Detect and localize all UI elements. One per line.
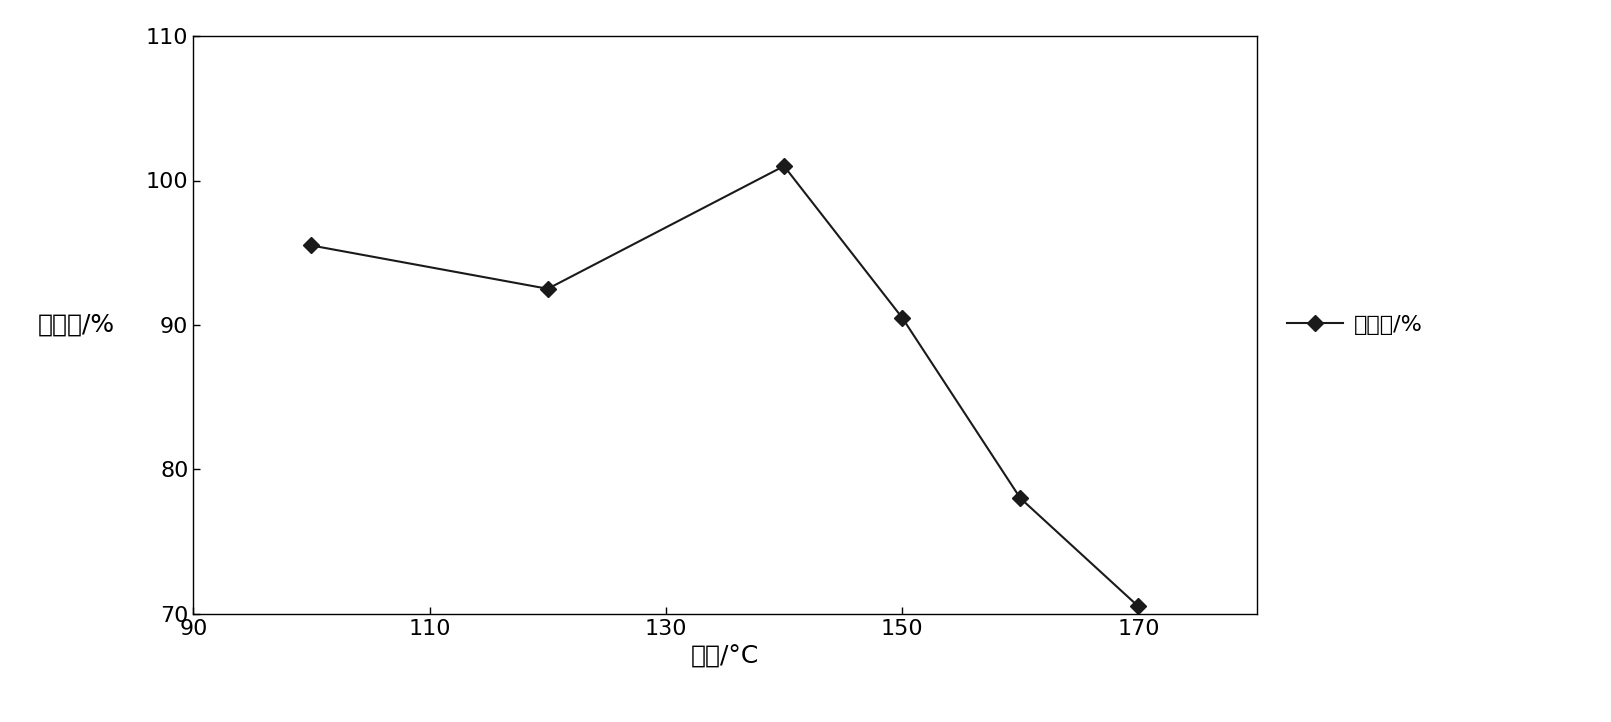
回收率/%: [892, 313, 912, 322]
回收率/%: [775, 162, 794, 170]
回收率/%: [538, 284, 557, 293]
回收率/%: [1129, 602, 1149, 611]
X-axis label: 温度/°C: 温度/°C: [691, 644, 759, 668]
Line: 回收率/%: 回收率/%: [306, 160, 1144, 612]
回收率/%: [301, 241, 321, 250]
Legend: 回收率/%: 回收率/%: [1278, 306, 1432, 344]
Y-axis label: 回收率/%: 回收率/%: [37, 313, 114, 337]
回收率/%: [1010, 494, 1029, 503]
